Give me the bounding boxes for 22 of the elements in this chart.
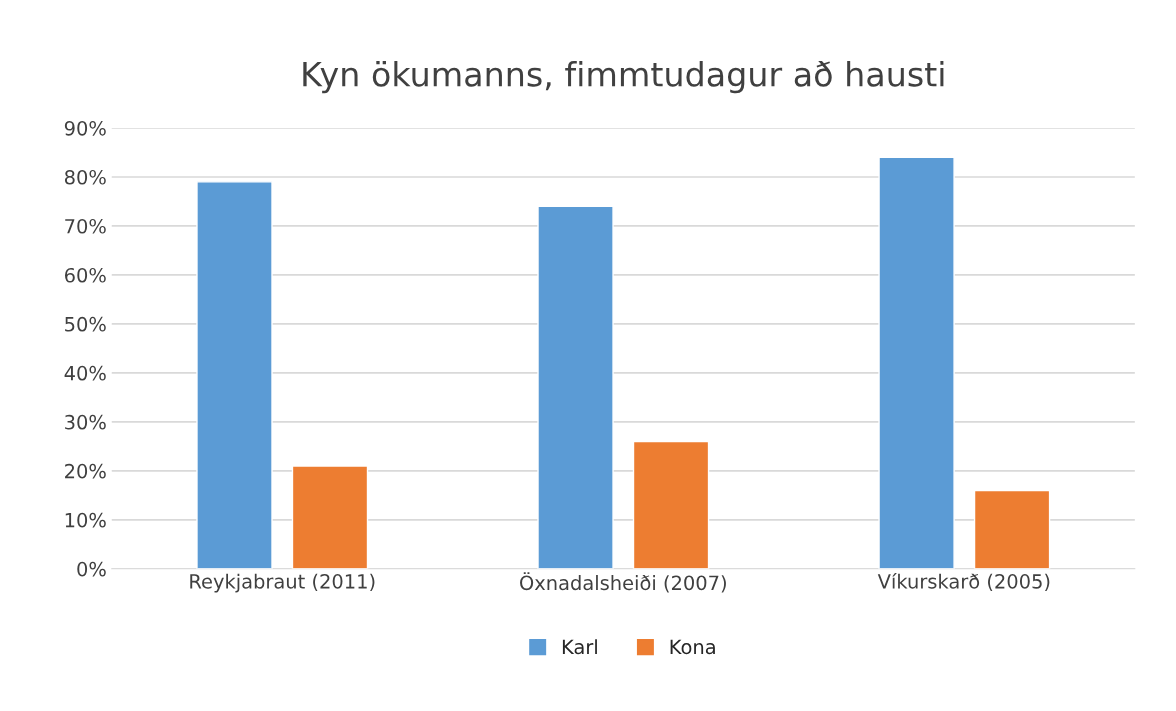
x-tick-label: Reykjabraut (2011) (190, 573, 375, 593)
bar (632, 440, 710, 569)
bar (878, 156, 955, 569)
bar (537, 205, 614, 569)
bar (291, 465, 369, 569)
y-tick-label: 50% (65, 316, 106, 332)
chart-title: Kyn ökumanns, fimmtudagur að hausti (303, 60, 944, 94)
legend-label: Kona (670, 639, 715, 655)
y-tick-label: 80% (64, 169, 106, 185)
y-tick-label: 70% (65, 218, 106, 234)
y-tick-label: 40% (64, 365, 106, 381)
y-tick-label: 60% (65, 267, 106, 283)
bar (973, 489, 1051, 569)
bar (196, 181, 273, 569)
y-tick-label: 30% (65, 414, 106, 430)
y-tick-label: 10% (65, 512, 106, 528)
x-tick-label: Víkurskarð (2005) (877, 572, 1050, 591)
y-tick-label: 0% (77, 561, 106, 577)
y-tick-label: 90% (64, 120, 106, 136)
x-tick-label: Öxnadalsheiði (2007) (520, 572, 726, 593)
legend-label: Karl (562, 639, 597, 655)
y-tick-label: 20% (65, 463, 106, 479)
